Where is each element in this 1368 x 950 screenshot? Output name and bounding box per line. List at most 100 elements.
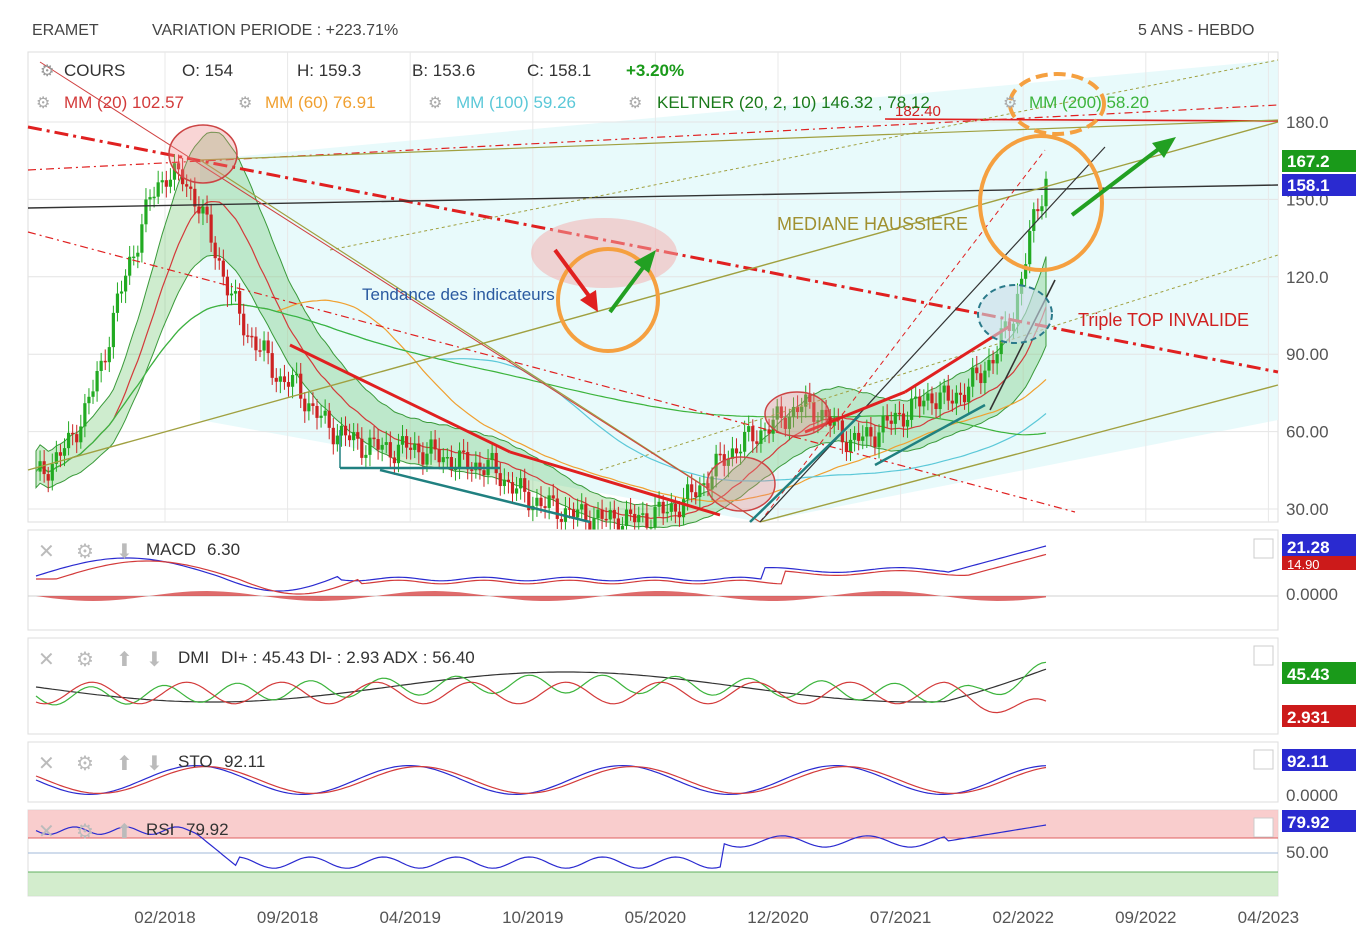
mm200-gear-icon[interactable]: ⚙ xyxy=(1003,95,1017,112)
candle-body xyxy=(681,499,686,518)
candle-body xyxy=(734,448,739,454)
keltner-gear-icon[interactable]: ⚙ xyxy=(628,95,642,112)
candle-body xyxy=(869,427,873,437)
sto-close-icon[interactable]: ✕ xyxy=(38,753,55,775)
candle-body xyxy=(437,449,441,463)
candle-body xyxy=(409,447,413,450)
candle-body xyxy=(706,483,710,490)
candle-body xyxy=(910,398,914,420)
candle-body xyxy=(197,206,201,214)
candle-body xyxy=(132,256,136,259)
candle-body xyxy=(148,197,152,200)
candle-body xyxy=(987,359,991,371)
rsi-close-icon[interactable]: ✕ xyxy=(38,821,55,843)
candle-body xyxy=(295,373,299,376)
sto-checkbox[interactable] xyxy=(1253,749,1274,770)
candle-body xyxy=(551,495,555,499)
candle-body xyxy=(844,442,849,453)
legend-keltner: KELTNER (20, 2, 10) 146.32 , 78.12 xyxy=(657,93,930,112)
dmi-checkbox[interactable] xyxy=(1253,645,1274,666)
candle-body xyxy=(392,457,396,464)
candle-body xyxy=(176,163,181,170)
candle-body xyxy=(649,527,653,529)
badge-macd-signal: 14.90 xyxy=(1287,557,1320,572)
candle-body xyxy=(873,436,877,448)
candle-body xyxy=(339,425,344,436)
macd-down-icon[interactable]: ⬇ xyxy=(116,541,133,563)
candle-body xyxy=(637,514,641,523)
candle-body xyxy=(616,518,620,535)
annotation-triple-top: Triple TOP INVALIDE xyxy=(1078,310,1249,330)
candle-body xyxy=(136,252,140,257)
candle-body xyxy=(123,275,128,292)
candle-body xyxy=(254,336,258,351)
candle-body xyxy=(958,392,963,395)
cours-gear-icon[interactable]: ⚙ xyxy=(40,63,54,80)
candle-body xyxy=(779,406,783,418)
rsi-up-icon[interactable]: ⬆ xyxy=(116,821,133,843)
candle-body xyxy=(535,497,539,506)
candle-body xyxy=(307,403,311,412)
dmi-gear-icon[interactable]: ⚙ xyxy=(76,649,94,671)
mm20-gear-icon[interactable]: ⚙ xyxy=(36,95,50,112)
sto-name: STO xyxy=(178,752,213,771)
rsi-checkbox[interactable] xyxy=(1253,817,1274,838)
candle-body xyxy=(555,498,559,519)
candle-body xyxy=(303,398,307,412)
macd-value: 6.30 xyxy=(207,540,240,559)
dmi-down-icon[interactable]: ⬇ xyxy=(146,649,163,671)
candle-body xyxy=(690,484,694,493)
mm100-gear-icon[interactable]: ⚙ xyxy=(428,95,442,112)
y-tick-label: 90.00 xyxy=(1286,345,1329,364)
candle-body xyxy=(356,432,360,439)
candle-body xyxy=(567,508,572,510)
candle-body xyxy=(156,182,160,197)
badge-rsi: 79.92 xyxy=(1287,813,1330,832)
candle-body xyxy=(144,199,148,225)
rsi-name: RSI xyxy=(146,820,174,839)
candle-body xyxy=(152,196,156,199)
candle-body xyxy=(327,410,331,428)
candle-body xyxy=(861,436,865,441)
macd-close-icon[interactable]: ✕ xyxy=(38,541,55,563)
candle-body xyxy=(58,452,63,456)
candle-body xyxy=(290,374,295,387)
candle-body xyxy=(942,385,946,393)
mm60-gear-icon[interactable]: ⚙ xyxy=(238,95,252,112)
sto-down-icon[interactable]: ⬇ xyxy=(146,753,163,775)
dmi-close-icon[interactable]: ✕ xyxy=(38,649,55,671)
candle-body xyxy=(470,469,474,471)
candle-body xyxy=(592,518,596,532)
x-axis: 02/2018 09/2018 04/2019 10/2019 05/2020 12/20… xyxy=(134,908,1299,927)
candle-body xyxy=(885,415,889,421)
candle-body xyxy=(897,412,901,415)
candle-body xyxy=(1024,264,1028,279)
dmi-up-icon[interactable]: ⬆ xyxy=(116,649,133,671)
macd-checkbox[interactable] xyxy=(1253,538,1274,559)
sto-value: 92.11 xyxy=(224,752,265,771)
sto-up-icon[interactable]: ⬆ xyxy=(116,753,133,775)
candle-body xyxy=(111,312,115,348)
legend-high: H: 159.3 xyxy=(297,61,361,80)
x-tick-label: 04/2019 xyxy=(379,908,440,927)
candle-body xyxy=(71,432,75,435)
candle-body xyxy=(816,420,820,422)
candle-body xyxy=(388,442,392,458)
x-tick-label: 09/2018 xyxy=(257,908,318,927)
sto-gear-icon[interactable]: ⚙ xyxy=(76,753,94,775)
macd-gear-icon[interactable]: ⚙ xyxy=(76,541,94,563)
candle-body xyxy=(771,419,775,434)
x-tick-label: 09/2022 xyxy=(1115,908,1176,927)
y-tick-label: 180.0 xyxy=(1286,113,1329,132)
legend-low: B: 153.6 xyxy=(412,61,475,80)
candle-body xyxy=(881,415,885,433)
rsi-gear-icon[interactable]: ⚙ xyxy=(76,821,94,843)
candle-body xyxy=(250,335,254,338)
candle-body xyxy=(299,373,303,399)
legend: ⚙ COURS O: 154 H: 159.3 B: 153.6 C: 158.… xyxy=(36,61,1149,112)
candle-body xyxy=(584,504,588,521)
candle-body xyxy=(343,425,348,436)
candle-body xyxy=(641,513,645,515)
candle-body xyxy=(698,485,702,498)
